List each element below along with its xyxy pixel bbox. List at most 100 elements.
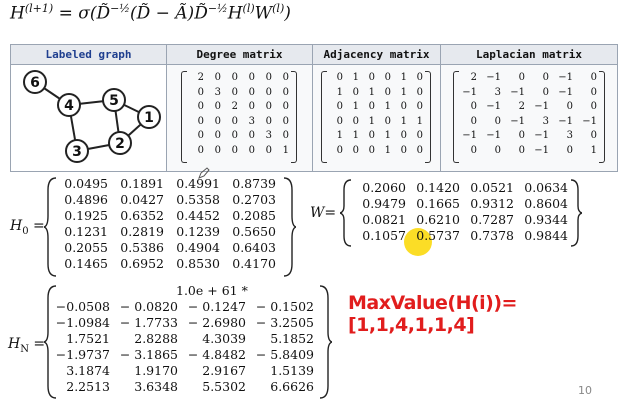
matrix-bracket-left xyxy=(453,71,459,163)
matrix-cell: 0 xyxy=(400,144,407,156)
matrix-cell: 0 xyxy=(470,144,477,156)
matrix-cell: 0 xyxy=(336,101,343,112)
hn-label: HN = xyxy=(8,336,45,355)
matrix-cell: 0 xyxy=(416,144,423,156)
laplacian-row: 0 0 0 −1 0 1 xyxy=(457,144,597,159)
matrix-cell: −1 xyxy=(558,86,573,98)
matrix-cell: 0.8739 xyxy=(232,176,276,191)
graph-node-label: 2 xyxy=(115,136,125,152)
matrix-cell: − 5.8409 xyxy=(255,347,314,362)
matrix-cell: 0 xyxy=(282,72,289,83)
max-value-annotation: MaxValue(H(i))=[1,1,4,1,1,4] xyxy=(348,292,517,336)
hn-scale-factor: 1.0e + 61 * xyxy=(176,283,248,298)
formula-lhs-sup: (l+1) xyxy=(24,2,54,15)
matrix-cell: 0.0634 xyxy=(524,180,568,195)
matrix-cell: 0 xyxy=(248,72,255,83)
matrix-cell: 0 xyxy=(518,144,525,156)
header-labeled-graph: Labeled graph xyxy=(11,45,167,65)
matrix-cell: 0 xyxy=(470,115,477,127)
matrix-cell: 1 xyxy=(336,86,343,98)
matrix-cell: 0.5650 xyxy=(232,224,276,239)
matrix-cell: 1 xyxy=(336,130,343,141)
matrix-bracket-right xyxy=(425,71,431,163)
matrix-cell: 0.4170 xyxy=(232,256,276,271)
w-row: 0.0821 0.6210 0.7287 0.9344 xyxy=(352,212,568,228)
w-row: 0.9479 0.1665 0.9312 0.8604 xyxy=(352,196,568,212)
matrix-cell: 0.7378 xyxy=(470,228,514,243)
matrix-cell: 2.8288 xyxy=(134,331,178,346)
graph-node-2 xyxy=(108,131,132,155)
w-brace-right xyxy=(570,179,582,247)
formula-rhs: = σ(D̃ xyxy=(58,3,111,24)
matrix-cell: −1 xyxy=(486,130,501,141)
h0-label-sub: 0 xyxy=(22,225,29,237)
matrix-cell: 5.5302 xyxy=(202,379,246,394)
matrix-cell: 0 xyxy=(566,101,573,112)
matrix-cell: 0.9844 xyxy=(524,228,568,243)
matrix-cell: 1.5139 xyxy=(270,363,314,378)
matrix-cell: 0.2060 xyxy=(362,180,406,195)
matrix-cell: 0.9312 xyxy=(470,196,514,211)
h0-row: 0.0495 0.1891 0.4991 0.8739 xyxy=(54,176,276,192)
matrix-cell: 5.1852 xyxy=(270,331,314,346)
matrix-cell: −1 xyxy=(486,72,501,83)
h0-row: 0.2055 0.5386 0.4904 0.6403 xyxy=(54,240,276,256)
matrix-cell: 1.7521 xyxy=(66,331,110,346)
formula-w: W xyxy=(254,3,273,24)
matrix-cell: 1 xyxy=(352,101,359,112)
matrix-cell: 0 xyxy=(518,130,525,141)
matrix-cell: 0.5386 xyxy=(120,240,164,255)
matrix-cell: 0.4452 xyxy=(176,208,220,223)
matrix-cell: 0 xyxy=(282,101,289,112)
matrix-cell: 0 xyxy=(416,72,423,83)
header-degree-matrix: Degree matrix xyxy=(167,45,313,65)
matrix-cell: 0 xyxy=(248,144,255,156)
matrix-cell: 0 xyxy=(265,72,272,83)
matrix-cell: 1 xyxy=(400,72,407,83)
matrix-cell: 0 xyxy=(214,101,221,112)
matrix-cell: 0.5737 xyxy=(416,228,460,243)
w-brace-left xyxy=(340,179,352,247)
matrix-cell: 0 xyxy=(265,144,272,156)
matrix-cell: 0.0495 xyxy=(64,176,108,191)
matrix-cell: − 0.1502 xyxy=(255,299,314,314)
matrix-cell: −1 xyxy=(558,72,573,83)
matrix-cell: 3 xyxy=(248,115,255,127)
matrix-cell: 0.2703 xyxy=(232,192,276,207)
matrix-cell: 0.9479 xyxy=(362,196,406,211)
matrix-cell: 0 xyxy=(590,86,597,98)
h0-row: 0.1925 0.6352 0.4452 0.2085 xyxy=(54,208,276,224)
matrix-cell: − 3.1865 xyxy=(119,347,178,362)
matrix-cell: 0 xyxy=(265,86,272,98)
pointer-highlight xyxy=(404,228,432,256)
h0-row: 0.1231 0.2819 0.1239 0.5650 xyxy=(54,224,276,240)
matrix-cell: 0 xyxy=(400,130,407,141)
formula-h-sup: (l) xyxy=(242,2,255,15)
h0-row: 0.1465 0.6952 0.8530 0.4170 xyxy=(54,256,276,272)
matrix-cell: 0 xyxy=(231,130,238,141)
matrix-cell: 0 xyxy=(542,86,549,98)
matrix-cell: 0 xyxy=(590,130,597,141)
matrix-cell: 0.1891 xyxy=(120,176,164,191)
matrix-cell: 0 xyxy=(518,72,525,83)
matrix-cell: 0 xyxy=(368,101,375,112)
matrix-cell: 3.1874 xyxy=(66,363,110,378)
matrix-cell: 4.3039 xyxy=(202,331,246,346)
matrix-cell: 0 xyxy=(231,72,238,83)
hn-eq: = xyxy=(33,336,46,352)
matrix-cell: 0 xyxy=(494,115,501,127)
h0-label: H0 = xyxy=(10,218,45,237)
formula-lhs: H xyxy=(10,3,25,24)
h0-eq: = xyxy=(33,218,45,234)
laplacian-row: 0 −1 2 −1 0 0 xyxy=(457,100,597,115)
laplacian-row: −1 −1 0 −1 3 0 xyxy=(457,129,597,144)
matrix-cell: 0.6352 xyxy=(120,208,164,223)
matrix-cell: 1 xyxy=(282,144,289,156)
matrix-cell: − 1.7733 xyxy=(119,315,178,330)
matrix-cell: 0.0521 xyxy=(470,180,514,195)
matrix-cell: 3 xyxy=(265,130,272,141)
